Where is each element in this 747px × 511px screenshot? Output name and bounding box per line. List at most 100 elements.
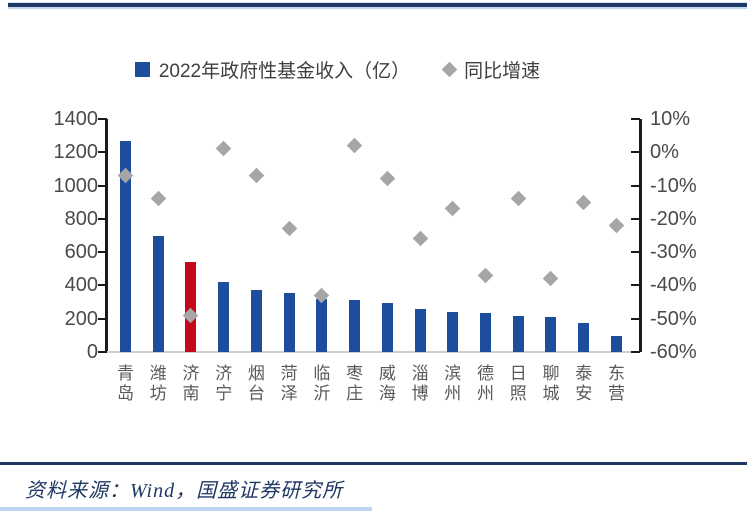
left-axis-tick: [98, 284, 107, 287]
x-axis-label-char: 庄: [346, 384, 364, 403]
bar-legend-swatch-icon: [134, 62, 150, 77]
revenue-bar: [218, 282, 230, 352]
left-axis-tick: [98, 217, 107, 220]
growth-diamond-marker: [281, 221, 297, 237]
left-axis-tick: [98, 184, 107, 187]
left-axis-label: 1000: [53, 174, 99, 197]
x-axis-label: 聊城: [540, 364, 562, 404]
x-axis-label: 临沂: [311, 364, 333, 404]
left-axis-label: 800: [64, 207, 98, 230]
legend-label-growth: 同比增速: [464, 61, 541, 82]
x-axis-label-char: 博: [411, 384, 429, 403]
x-axis-label: 菏泽: [278, 364, 300, 404]
bottom-accent-line: [0, 507, 372, 511]
growth-diamond-marker: [412, 231, 428, 247]
right-axis-label: 0%: [650, 141, 679, 164]
plot-area: [98, 118, 642, 353]
right-axis-tick: [631, 317, 640, 320]
growth-diamond-marker: [215, 141, 232, 157]
x-axis-label-char: 岛: [117, 384, 134, 403]
right-axis-label: -60%: [650, 341, 697, 363]
x-axis-label-char: 城: [542, 384, 560, 403]
x-axis-label-char: 沂: [313, 384, 331, 403]
revenue-bar: [512, 316, 524, 352]
revenue-bar: [414, 308, 426, 352]
x-axis-label-char: 海: [378, 384, 396, 403]
right-axis-label: -30%: [650, 241, 697, 264]
growth-diamond-marker: [543, 270, 559, 287]
x-axis-label: 济南: [180, 364, 202, 404]
left-axis-tick: [98, 351, 107, 353]
x-axis-label-char: 淄: [411, 364, 429, 383]
right-axis-tick: [631, 284, 640, 287]
revenue-bar: [152, 235, 164, 352]
x-axis-label: 东营: [605, 364, 627, 404]
revenue-bar: [381, 302, 393, 352]
x-axis-label: 潍坊: [147, 364, 169, 404]
growth-diamond-marker: [150, 191, 166, 207]
x-axis-label-char: 日: [509, 364, 527, 383]
left-axis-label: 1400: [53, 108, 99, 130]
revenue-bar: [283, 292, 295, 352]
x-axis-label-char: 营: [607, 384, 625, 403]
x-axis-label-char: 青: [117, 364, 134, 383]
growth-diamond-marker: [477, 267, 494, 284]
left-axis-label: 400: [64, 274, 98, 297]
source-note: 资料来源：Wind，国盛证券研究所: [25, 480, 344, 502]
x-axis-label-char: 临: [313, 364, 331, 383]
right-axis-tick: [631, 217, 640, 220]
revenue-bar: [610, 336, 622, 352]
right-axis-tick: [631, 118, 640, 120]
revenue-bar: [120, 141, 131, 352]
x-axis-label-char: 宁: [215, 384, 233, 403]
growth-diamond-marker: [379, 171, 396, 187]
x-axis-label-char: 菏: [280, 364, 298, 383]
top-divider: [8, 3, 747, 7]
growth-diamond-marker: [248, 167, 265, 184]
revenue-bar: [316, 298, 328, 352]
x-axis-label-char: 威: [378, 364, 396, 383]
x-axis-label: 淄博: [409, 364, 431, 404]
right-axis-tick: [631, 151, 640, 154]
x-axis-line: [107, 351, 640, 353]
right-axis-label: 10%: [650, 108, 691, 130]
right-axis-label: -10%: [650, 174, 697, 197]
x-axis-label-char: 枣: [346, 364, 364, 383]
left-axis-label: 600: [64, 241, 98, 264]
right-axis-line: [639, 119, 642, 352]
revenue-bar: [545, 317, 557, 352]
x-axis-label-char: 州: [477, 384, 495, 403]
x-axis-label-char: 照: [509, 384, 527, 403]
x-axis-label-char: 台: [247, 384, 265, 403]
right-axis-tick: [631, 251, 640, 254]
footer-divider: [0, 462, 747, 465]
right-axis-tick: [631, 184, 640, 187]
legend-item-revenue: 2022年政府性基金收入（亿）: [134, 56, 411, 83]
x-axis-label-char: 济: [182, 364, 200, 383]
revenue-bar: [578, 322, 590, 352]
x-axis-label: 济宁: [213, 364, 235, 404]
growth-diamond-marker: [445, 201, 461, 217]
x-axis-label-char: 德: [477, 364, 495, 383]
x-axis-label-char: 泰: [575, 364, 593, 383]
left-axis-label: 1200: [53, 141, 99, 164]
x-axis-label-char: 聊: [542, 364, 560, 383]
revenue-bar: [349, 299, 361, 352]
right-axis-label: -50%: [650, 307, 697, 330]
growth-diamond-marker: [608, 217, 625, 234]
x-axis-label-char: 南: [182, 384, 200, 403]
right-axis-label: -40%: [650, 274, 697, 297]
legend-item-growth: 同比增速: [441, 56, 541, 83]
chart-legend: 2022年政府性基金收入（亿） 同比增速: [0, 56, 675, 83]
left-axis-tick: [98, 317, 107, 320]
x-axis-label: 日照: [507, 364, 529, 404]
right-axis-tick: [631, 351, 640, 353]
x-axis-label: 德州: [475, 364, 497, 404]
x-axis-label-char: 滨: [444, 364, 462, 383]
x-axis-label: 滨州: [442, 364, 464, 404]
legend-label-revenue: 2022年政府性基金收入（亿）: [158, 61, 411, 82]
diamond-legend-swatch-icon: [441, 61, 458, 78]
x-axis-label-char: 烟: [247, 364, 265, 383]
right-axis-label: -20%: [650, 207, 697, 230]
